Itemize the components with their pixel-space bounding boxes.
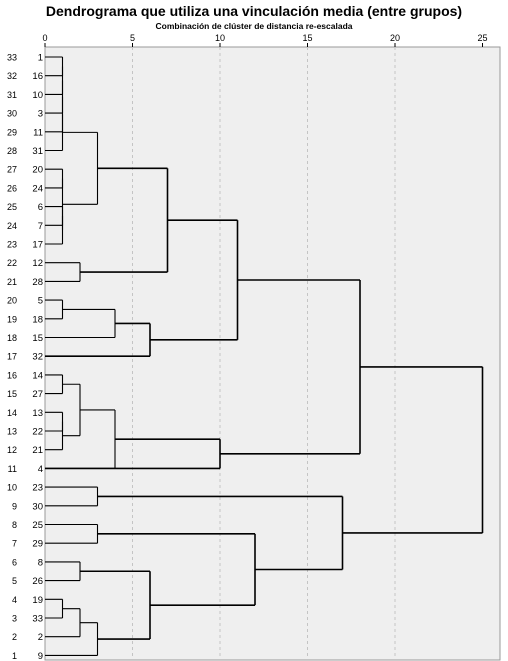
row-number: 3: [12, 614, 17, 624]
chart-subtitle: Combinación de clúster de distancia re-e…: [155, 21, 353, 31]
row-number: 15: [7, 389, 17, 399]
leaf-label: 17: [32, 240, 43, 251]
row-number: 19: [7, 314, 17, 324]
row-number: 33: [7, 53, 17, 63]
row-number: 27: [7, 165, 17, 175]
row-number: 26: [7, 183, 17, 193]
row-number: 18: [7, 333, 17, 343]
row-number: 11: [8, 464, 17, 474]
row-number: 10: [7, 483, 17, 493]
row-number: 7: [12, 539, 17, 549]
leaf-label: 3: [38, 109, 43, 120]
row-number: 31: [7, 90, 17, 100]
leaf-label: 1: [38, 53, 43, 64]
leaf-label: 20: [32, 165, 43, 176]
leaf-label: 14: [32, 370, 43, 381]
leaf-label: 7: [38, 221, 43, 232]
row-number: 28: [7, 146, 17, 156]
x-tick-label: 15: [302, 33, 312, 43]
x-tick-label: 0: [42, 33, 47, 43]
leaf-label: 33: [32, 614, 43, 625]
leaf-label: 11: [33, 127, 43, 138]
leaf-label: 9: [38, 651, 43, 661]
row-number: 13: [7, 427, 17, 437]
x-tick-label: 20: [390, 33, 400, 43]
row-number: 24: [7, 221, 17, 231]
leaf-label: 24: [32, 183, 43, 194]
row-number: 29: [7, 127, 17, 137]
row-number: 21: [7, 277, 17, 287]
leaf-label: 22: [32, 427, 43, 438]
row-number: 22: [7, 258, 17, 268]
leaf-label: 21: [32, 445, 43, 456]
leaf-label: 23: [32, 483, 43, 494]
x-tick-label: 5: [130, 33, 135, 43]
leaf-label: 25: [32, 520, 43, 531]
leaf-label: 4: [38, 464, 43, 475]
row-number: 6: [12, 557, 17, 567]
row-number: 4: [12, 595, 17, 605]
leaf-label: 27: [32, 389, 43, 400]
leaf-label: 6: [38, 202, 43, 213]
x-tick-label: 25: [477, 33, 487, 43]
leaf-label: 12: [32, 258, 43, 269]
row-number: 30: [7, 109, 17, 119]
x-axis-ticks: 0 5 10 15 20 25: [42, 33, 488, 47]
leaf-labels: 1161031131202467171228518153214271322214…: [32, 53, 43, 661]
x-tick-label: 10: [215, 33, 225, 43]
row-number: 25: [7, 202, 17, 212]
row-number: 17: [7, 352, 17, 362]
chart-title: Dendrograma que utiliza una vinculación …: [45, 3, 463, 19]
leaf-label: 5: [38, 296, 43, 307]
leaf-label: 2: [38, 632, 43, 643]
leaf-label: 8: [38, 557, 43, 568]
dendrogram-links: [45, 56, 484, 656]
row-number: 5: [12, 576, 17, 586]
leaf-label: 31: [32, 146, 43, 157]
row-number: 32: [7, 71, 17, 81]
row-number: 9: [12, 501, 17, 511]
grid-lines: [132, 47, 396, 660]
row-number: 16: [7, 370, 17, 380]
leaf-label: 26: [32, 576, 43, 587]
plot-area: [44, 46, 501, 661]
leaf-label: 32: [32, 352, 43, 363]
row-number: 8: [12, 520, 17, 530]
leaf-label: 13: [32, 408, 43, 419]
row-number: 12: [7, 445, 17, 455]
leaf-label: 10: [32, 90, 43, 101]
leaf-label: 30: [32, 501, 43, 512]
leaf-label: 29: [32, 539, 43, 550]
leaf-label: 16: [32, 71, 43, 82]
row-number: 14: [7, 408, 17, 418]
leaf-label: 15: [32, 333, 43, 344]
leaf-label: 19: [32, 595, 43, 606]
row-number: 1: [12, 651, 17, 661]
leaf-label: 18: [32, 314, 43, 325]
row-number: 20: [7, 296, 17, 306]
row-number: 23: [7, 240, 17, 250]
row-number: 2: [12, 632, 17, 642]
row-numbers: 3332313029282726252423222120191817161514…: [7, 53, 17, 661]
leaf-label: 28: [32, 277, 43, 288]
